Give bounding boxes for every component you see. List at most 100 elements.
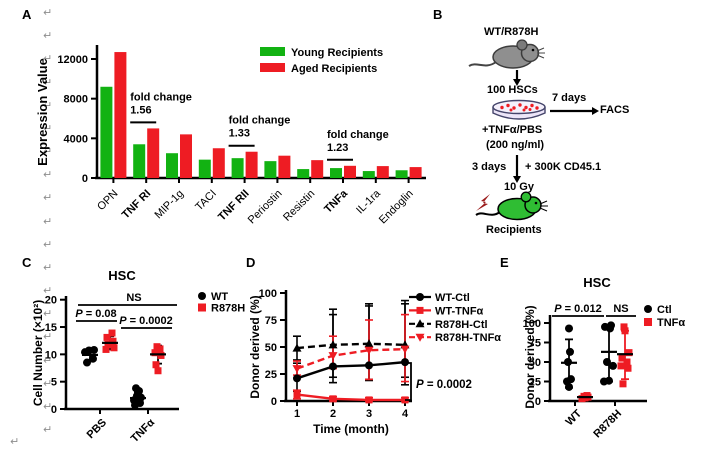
legend-label: WT-Ctl [435, 292, 470, 304]
data-point [108, 329, 116, 337]
y-tick-label: 20 [45, 295, 57, 307]
donor-strain-label: WT/R878H [484, 26, 539, 38]
legend-label: Ctl [657, 304, 672, 316]
legend-label: Aged Recipients [291, 63, 377, 75]
pilcrow-mark: ↵ [43, 75, 53, 89]
stat-bracket [405, 362, 412, 401]
x-tick-label: Endoglin [377, 188, 416, 227]
bar-young [198, 159, 211, 178]
legend-label: WT [211, 291, 228, 303]
bar-young [297, 169, 310, 178]
stat-annotation: NS [126, 292, 141, 304]
data-point [416, 293, 424, 301]
x-tick-label: TNF RI [120, 188, 154, 222]
pilcrow-mark: ↵ [43, 29, 53, 43]
pilcrow-mark: ↵ [43, 353, 53, 367]
series-line [296, 347, 406, 370]
legend-marker [198, 303, 206, 312]
fold-change-label: fold change [130, 91, 192, 103]
bar-young [133, 144, 146, 178]
y-axis-label: Expression Value [35, 58, 50, 166]
data-point [152, 361, 160, 369]
bar-young [100, 86, 113, 178]
petri-dish-icon [492, 99, 546, 120]
fold-change-value: 1.56 [130, 104, 151, 116]
pilcrow-mark: ↵ [43, 214, 53, 228]
data-point [567, 375, 575, 384]
bar-young [166, 153, 178, 178]
panel-d-label: D [246, 255, 256, 270]
y-axis-label: Donor derived (%) [523, 305, 537, 408]
data-point [153, 343, 161, 351]
pilcrow-mark: ↵ [43, 307, 53, 321]
y-tick-label: 100 [523, 318, 541, 330]
x-tick-label: PBS [85, 417, 109, 441]
data-point [364, 339, 374, 348]
series-line [296, 360, 406, 380]
y-tick-label: 25 [265, 369, 277, 381]
data-point [601, 322, 609, 331]
culture-days-label: 7 days [552, 92, 587, 104]
x-tick-label: WT [564, 407, 585, 428]
pilcrow-mark: ↵ [43, 121, 53, 135]
bar-aged [409, 167, 422, 178]
data-point [293, 374, 301, 383]
hsc-cells-icon [500, 103, 539, 112]
data-point [329, 395, 337, 403]
data-point [400, 345, 410, 354]
x-tick-label: TNFα [129, 416, 158, 445]
legend-marker [644, 305, 652, 313]
pilcrow-mark: ↵ [10, 435, 20, 448]
pilcrow-mark: ↵ [43, 260, 53, 274]
pilcrow-mark: ↵ [43, 284, 53, 298]
bar-young [395, 170, 408, 178]
data-point [415, 319, 425, 328]
panel-a-label: A [22, 7, 32, 22]
bar-young [231, 158, 244, 178]
pilcrow-mark: ↵ [43, 423, 53, 437]
legend-label: TNFα [657, 317, 685, 329]
x-tick-label: TNFa [322, 187, 351, 216]
data-point [617, 362, 625, 370]
data-point [620, 323, 628, 331]
y-tick-label: 50 [529, 357, 541, 369]
data-point [329, 362, 337, 371]
data-point [110, 344, 118, 352]
legend-label: R878H-TNFα [435, 332, 501, 344]
down-arrow-icon [513, 155, 521, 183]
pilcrow-mark: ↵ [43, 168, 53, 182]
pilcrow-mark: ↵ [43, 191, 53, 205]
legend-marker [198, 292, 206, 300]
y-tick-label: 4000 [64, 133, 88, 145]
legend-label: WT-TNFα [435, 305, 484, 317]
legend-label: Young Recipients [291, 47, 383, 59]
x-tick-label: 4 [402, 408, 409, 420]
x-tick-label: IL-1ra [354, 187, 383, 216]
bar-young [362, 171, 375, 178]
y-tick-label: 0 [82, 173, 88, 185]
pilcrow-mark: ↵ [43, 98, 53, 112]
series-line [296, 342, 406, 350]
stat-annotation: P = 0.0002 [119, 315, 173, 327]
x-tick-label: MIP-1g [153, 188, 187, 222]
bar-aged [376, 166, 389, 178]
bar-aged [114, 52, 127, 178]
data-point [364, 346, 374, 355]
bar-young [264, 161, 277, 178]
pilcrow-mark: ↵ [43, 6, 53, 19]
bar-aged [311, 160, 324, 178]
x-tick-label: Periostin [246, 188, 285, 227]
bar-aged [245, 151, 258, 178]
chart-title: HSC [108, 268, 136, 283]
data-point [292, 365, 302, 374]
data-point [619, 380, 627, 388]
data-point [566, 347, 574, 356]
panel-c-label: C [22, 255, 32, 270]
y-tick-label: 10 [45, 349, 57, 361]
y-tick-label: 100 [259, 288, 277, 300]
right-arrow-icon [550, 107, 599, 115]
y-tick-label: 25 [529, 377, 541, 389]
fold-change-label: fold change [229, 115, 291, 127]
